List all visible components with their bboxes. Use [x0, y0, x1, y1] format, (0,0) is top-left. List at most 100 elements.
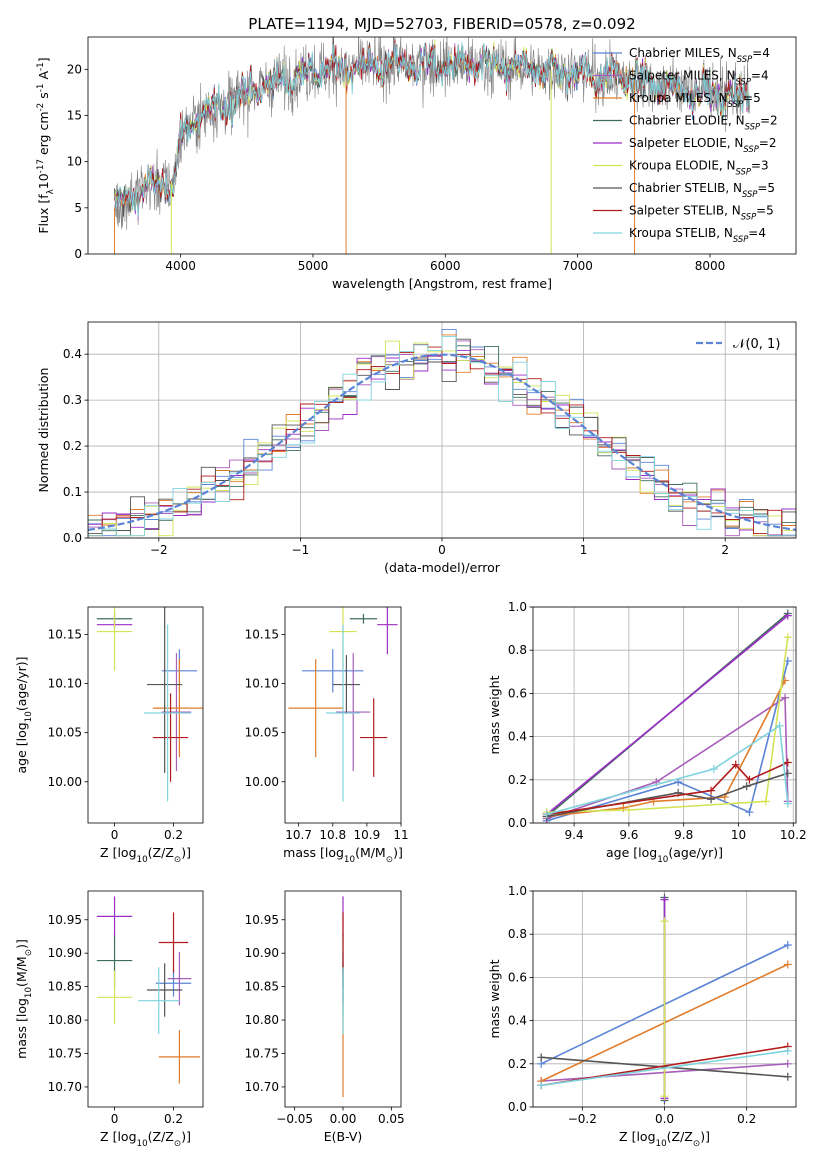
data-point-marker — [537, 1053, 546, 1062]
script-span: ⊙ — [174, 855, 181, 865]
y-tick-label: 0.3 — [63, 393, 82, 407]
legend-label-count: =5 — [743, 91, 761, 105]
script-span: 10 — [24, 711, 34, 722]
y-tick-label: 10.90 — [245, 946, 279, 960]
x-tick-label: 5000 — [298, 259, 329, 273]
x-tick-label: 4000 — [165, 259, 196, 273]
legend-label: 𝒩(0, 1) — [733, 337, 780, 352]
legend-label-sub: SSP — [741, 212, 757, 222]
x-tick-label: 0.2 — [164, 828, 183, 842]
data-point-marker — [660, 917, 669, 926]
legend-label-sub: SSP — [737, 54, 753, 64]
x-tick-label: 2 — [721, 543, 729, 557]
y-tick-label: 10.15 — [48, 627, 82, 641]
script-span: ⊙ — [174, 1139, 181, 1149]
plot-area — [113, 37, 751, 254]
legend-label: Kroupa ELODIE, NSSP=3 — [629, 159, 769, 177]
text-span: mass weight — [487, 959, 502, 1038]
x-axis-label: wavelength [Angstrom, rest frame] — [332, 276, 552, 291]
x-tick-label: 7000 — [562, 259, 593, 273]
legend-label-text: Chabrier MILES, N — [629, 46, 737, 60]
text-span: age [log — [14, 722, 29, 773]
script-span: 10 — [656, 1139, 667, 1149]
panel-spectrum: 4000 5000 6000 7000 8000 0 5 10 15 20 wavelength [… — [36, 15, 797, 291]
y-tick-label: 10.00 — [245, 775, 279, 789]
data-point-marker — [542, 810, 551, 819]
text-span: (age/yr)] — [668, 845, 723, 860]
y-tick-label: 0.4 — [508, 730, 527, 744]
y-tick-label: 10.00 — [48, 775, 82, 789]
data-point-marker — [745, 775, 754, 784]
legend-label-text: Kroupa ELODIE, N — [629, 159, 736, 173]
legend-label-count: =4 — [751, 69, 769, 83]
legend-label-sub: SSP — [733, 234, 749, 244]
data-point-marker — [783, 960, 792, 969]
x-axis-label: (data-model)/error — [384, 560, 501, 575]
data-point-marker — [707, 795, 716, 804]
y-axis-label: age [log10(age/yr)] — [14, 656, 34, 773]
model-spectrum-line-8 — [114, 42, 751, 217]
legend-label-count: =4 — [748, 226, 766, 240]
data-point-marker — [783, 1059, 792, 1068]
plot-area — [96, 607, 203, 802]
x-tick-label: −2 — [150, 543, 168, 557]
data-point-marker — [783, 1072, 792, 1081]
legend-label-text: Chabrier ELODIE, N — [629, 114, 745, 128]
panel-mass_vs_ebv: −0.05 0.00 0.05 10.70 10.75 10.80 10.85 10.90 10… — [245, 890, 405, 1144]
text-span: mass weight — [487, 675, 502, 754]
x-tick-label: 1 — [580, 543, 588, 557]
x-tick-label: 0.2 — [737, 1112, 756, 1126]
plot-area — [96, 896, 201, 1084]
x-tick-label: 9.4 — [565, 828, 584, 842]
data-point-marker — [742, 782, 751, 791]
y-tick-label: 10.85 — [48, 980, 82, 994]
text-span: )] — [14, 939, 29, 949]
x-tick-label: −0.2 — [568, 1112, 597, 1126]
legend-label-sub: SSP — [742, 189, 758, 199]
data-point-marker — [761, 797, 770, 806]
plot-area — [537, 893, 792, 1105]
script-span: ⊙ — [24, 949, 34, 956]
text-span: Z [log — [100, 845, 136, 860]
y-tick-label: 0.0 — [63, 531, 82, 545]
data-point-marker — [781, 693, 790, 702]
plot-area — [288, 607, 398, 802]
script-span: -2 — [36, 103, 46, 112]
legend-label: Kroupa MILES, NSSP=5 — [629, 91, 761, 109]
x-axis-label: Z [log10(Z/Z⊙)] — [100, 845, 191, 865]
series-line-1 — [546, 696, 789, 820]
legend-label: Salpeter STELIB, NSSP=5 — [629, 204, 774, 222]
y-tick-label: 1.0 — [508, 600, 527, 614]
x-tick-label: −0.05 — [276, 1112, 313, 1126]
data-point-marker — [660, 1092, 669, 1101]
legend-label: Salpeter ELODIE, NSSP=2 — [629, 136, 777, 154]
y-tick-label: 0.0 — [508, 1100, 527, 1114]
chart-title: PLATE=1194, MJD=52703, FIBERID=0578, z=0… — [248, 15, 635, 33]
x-tick-label: 10 — [731, 828, 746, 842]
text-span: Normed distribution — [36, 368, 51, 493]
script-span: 10 — [657, 855, 668, 865]
x-tick-label: 0 — [111, 828, 119, 842]
panel-mass_vs_Z: 0 0.2 10.70 10.75 10.80 10.85 10.90 10.95 Z [log… — [14, 890, 204, 1149]
y-tick-label: 10.05 — [48, 726, 82, 740]
y-tick-label: 10 — [67, 155, 82, 169]
text-span: wavelength [Angstrom, rest frame] — [332, 276, 552, 291]
y-tick-label: 5 — [74, 201, 82, 215]
x-tick-label: 0.0 — [655, 1112, 674, 1126]
normal-curve-line — [88, 353, 796, 531]
y-tick-label: 0.8 — [508, 643, 527, 657]
script-span: -1 — [36, 84, 46, 93]
x-tick-label: 6000 — [430, 259, 461, 273]
data-point-marker — [783, 941, 792, 949]
legend-label-count: =3 — [751, 159, 769, 173]
y-tick-label: 0.2 — [508, 773, 527, 787]
legend-label: Kroupa STELIB, NSSP=4 — [629, 226, 766, 244]
y-axis-label: Normed distribution — [36, 368, 51, 493]
script-span: ⊙ — [693, 1139, 700, 1149]
script-span: 10 — [344, 855, 355, 865]
series-line-5 — [546, 637, 789, 813]
x-tick-label: 9.6 — [619, 828, 638, 842]
y-axis-label: mass weight — [487, 959, 502, 1038]
